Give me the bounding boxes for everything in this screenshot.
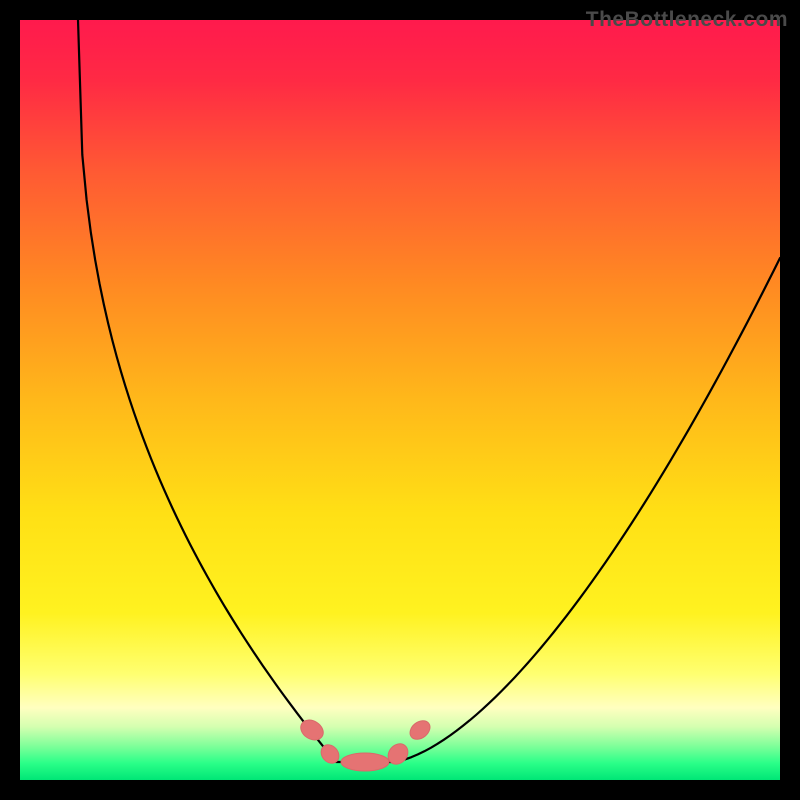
chart-svg [20, 20, 780, 780]
curve-marker [341, 753, 389, 771]
chart-area [20, 20, 780, 780]
gradient-background [20, 20, 780, 780]
watermark-text: TheBottleneck.com [586, 8, 788, 32]
